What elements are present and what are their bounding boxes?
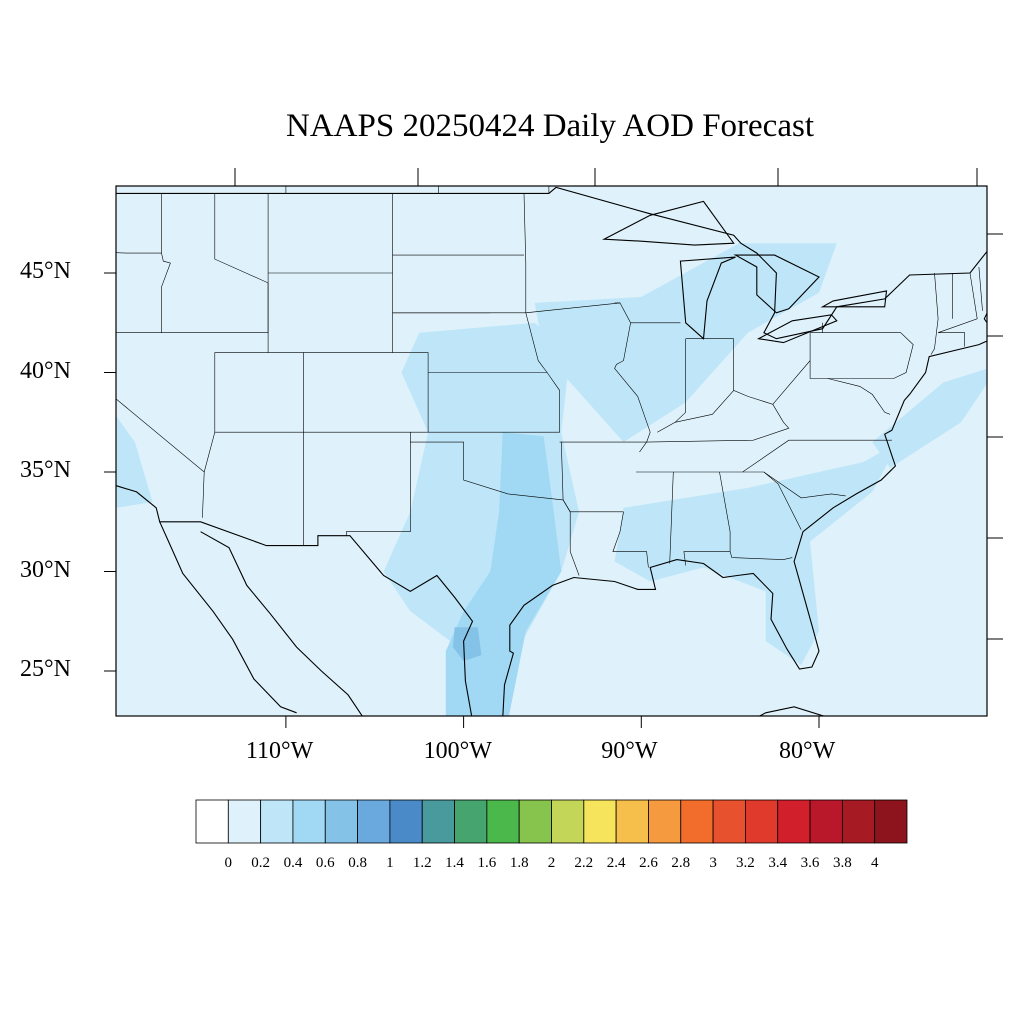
colorbar-label: 1.4 xyxy=(445,855,464,871)
colorbar-swatch xyxy=(486,799,520,844)
colorbar-label: 0 xyxy=(224,855,233,871)
colorbar-swatch xyxy=(745,799,779,844)
colorbar-swatch xyxy=(841,799,876,844)
state-boundaries xyxy=(116,186,983,576)
colorbar-swatch xyxy=(421,799,455,844)
colorbar-label: 0.6 xyxy=(315,855,335,871)
colorbar-label: 3.6 xyxy=(800,855,820,871)
aod-region xyxy=(452,627,482,661)
colorbar-label: 2.4 xyxy=(606,855,626,871)
aod-region xyxy=(614,442,899,665)
colorbar-swatch xyxy=(454,799,488,844)
latitude-label: 40°N xyxy=(20,357,71,384)
colorbar-label: 2.6 xyxy=(639,855,658,871)
colorbar-swatch xyxy=(292,799,326,844)
latitude-label: 45°N xyxy=(20,258,71,284)
map-ticks xyxy=(104,168,1003,728)
colorbar-label: 0.4 xyxy=(283,855,303,871)
colorbar-swatch xyxy=(518,799,552,844)
colorbar-swatch xyxy=(583,799,617,844)
aod-region xyxy=(872,368,987,468)
colorbar-label: 4 xyxy=(870,855,879,871)
colorbar-swatch xyxy=(648,799,682,844)
colorbar-swatch xyxy=(357,799,391,844)
colorbar-label: 0.2 xyxy=(251,855,270,871)
colorbar-swatch xyxy=(227,799,262,844)
colorbar-swatch xyxy=(324,799,358,844)
colorbar-swatch xyxy=(615,799,649,844)
colorbar-swatch xyxy=(712,799,746,844)
colorbar-label: 2.8 xyxy=(671,855,691,871)
colorbar-swatch xyxy=(389,799,423,844)
map-frame xyxy=(115,185,988,717)
colorbar-label: 3.4 xyxy=(768,855,788,871)
colorbar-label: 1.6 xyxy=(477,855,497,871)
colorbar-label: 3.8 xyxy=(833,855,852,871)
longitude-label: 80°W xyxy=(779,738,836,764)
colorbar-swatch xyxy=(680,799,714,844)
longitude-label: 90°W xyxy=(601,738,658,764)
colorbar-swatch xyxy=(809,799,843,844)
colorbar-label: 3.2 xyxy=(736,855,755,871)
longitude-label: 110°W xyxy=(245,738,314,764)
colorbar-label: 3 xyxy=(709,855,717,871)
colorbar-label: 2.2 xyxy=(574,855,594,871)
latitude-label: 25°N xyxy=(20,656,71,682)
latitude-label: 35°N xyxy=(20,457,71,483)
longitude-label: 100°W xyxy=(423,738,492,764)
coastline xyxy=(116,186,987,716)
colorbar-swatch xyxy=(260,799,294,844)
colorbar-swatch xyxy=(551,799,585,844)
latitude-label: 30°N xyxy=(20,556,71,583)
page-title: NAAPS 20250424 Daily AOD Forecast xyxy=(286,108,814,144)
colorbar-swatch xyxy=(777,799,811,844)
colorbar-label: 1 xyxy=(386,855,394,871)
colorbar-label: 0.8 xyxy=(348,855,367,871)
colorbar-swatch xyxy=(195,799,229,844)
colorbar-swatch xyxy=(874,799,908,844)
aod-region xyxy=(116,415,153,508)
colorbar-label: 1.8 xyxy=(509,855,529,871)
colorbar-label: 1.2 xyxy=(412,855,432,871)
colorbar-label: 2 xyxy=(547,855,556,871)
colorbar xyxy=(195,799,908,844)
